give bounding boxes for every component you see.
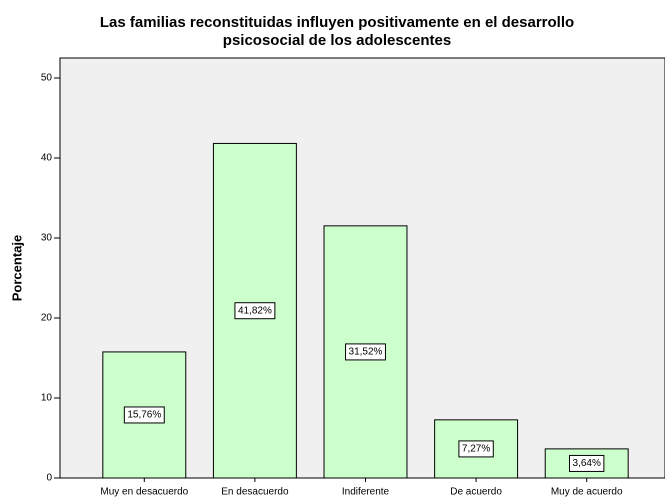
y-tick-label: 10	[41, 393, 53, 404]
x-tick-label: Muy en desacuerdo	[100, 487, 188, 497]
value-label: 3,64%	[573, 458, 601, 469]
y-tick-label: 0	[46, 473, 52, 484]
chart-title: Las familias reconstituidas influyen pos…	[100, 14, 574, 31]
y-tick-label: 40	[41, 153, 53, 164]
value-label-box	[345, 343, 386, 361]
x-tick-label: Muy de acuerdo	[551, 487, 623, 497]
value-label-box	[569, 454, 605, 472]
value-label-box	[123, 406, 165, 424]
value-label: 31,52%	[349, 347, 383, 358]
value-label-box	[458, 440, 494, 458]
y-axis-label: Porcentaje	[9, 235, 24, 301]
x-tick-label: En desacuerdo	[221, 487, 289, 497]
chart-title: psicosocial de los adolescentes	[223, 32, 451, 49]
y-tick-label: 50	[41, 73, 53, 84]
y-tick-label: 20	[41, 313, 53, 324]
value-label: 7,27%	[462, 444, 490, 455]
x-tick-label: De acuerdo	[450, 487, 502, 497]
value-label-box	[234, 302, 276, 320]
value-label: 41,82%	[238, 305, 272, 316]
y-tick-label: 30	[41, 233, 53, 244]
x-tick-label: Indiferente	[342, 487, 390, 497]
value-label: 15,76%	[127, 410, 161, 421]
